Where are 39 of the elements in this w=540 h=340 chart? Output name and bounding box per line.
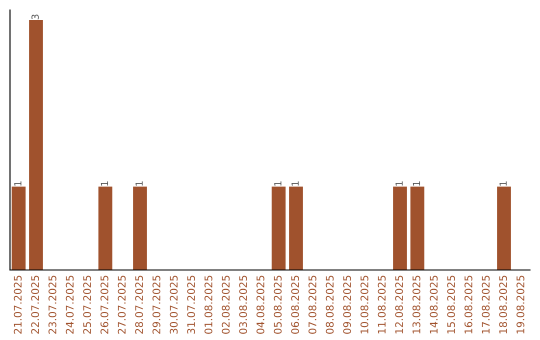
x-tick-label: 14.08.2025 <box>430 276 438 334</box>
data-label: 1 <box>396 181 403 186</box>
x-tick-label: 27.07.2025 <box>118 276 126 334</box>
x-tick-label: 23.07.2025 <box>48 276 56 334</box>
data-label: 1 <box>274 181 282 186</box>
data-label: 1 <box>136 181 143 186</box>
data-label: 1 <box>412 181 420 186</box>
x-tick-label: 08.08.2025 <box>326 276 334 334</box>
x-tick-label: 05.08.2025 <box>274 276 282 334</box>
data-label: 1 <box>100 181 108 186</box>
data-label: 1 <box>14 181 22 186</box>
x-tick-label: 02.08.2025 <box>222 276 230 334</box>
x-tick-label: 01.08.2025 <box>204 276 212 334</box>
x-tick-label: 10.08.2025 <box>360 276 368 334</box>
x-tick-label: 22.07.2025 <box>31 276 40 334</box>
x-tick-label: 16.08.2025 <box>464 276 472 334</box>
x-tick-label: 07.08.2025 <box>308 276 316 334</box>
x-tick-label: 21.07.2025 <box>14 276 22 334</box>
x-tick-label: 25.07.2025 <box>83 276 92 334</box>
data-label: 1 <box>500 181 507 186</box>
x-tick-label: 18.08.2025 <box>499 276 508 334</box>
x-tick-label: 13.08.2025 <box>412 276 420 334</box>
x-tick-label: 11.08.2025 <box>378 276 386 334</box>
x-tick-label: 17.08.2025 <box>482 276 490 334</box>
x-tick-label: 30.07.2025 <box>170 276 178 334</box>
x-tick-label: 29.07.2025 <box>152 276 160 334</box>
x-tick-label: 28.07.2025 <box>135 276 144 334</box>
x-tick-label: 04.08.2025 <box>256 276 264 334</box>
x-tick-label: 12.08.2025 <box>395 276 404 334</box>
data-label: 1 <box>292 181 299 186</box>
data-label: 3 <box>31 14 39 20</box>
x-tick-label: 09.08.2025 <box>343 276 352 334</box>
x-tick-label: 06.08.2025 <box>291 276 300 334</box>
x-tick-label: 03.08.2025 <box>239 276 248 334</box>
x-tick-label: 26.07.2025 <box>100 276 108 334</box>
x-tick-label: 31.07.2025 <box>187 276 196 334</box>
x-tick-label: 24.07.2025 <box>66 276 74 334</box>
x-tick-label: 19.08.2025 <box>516 276 524 334</box>
x-tick-label: 15.08.2025 <box>447 276 456 334</box>
